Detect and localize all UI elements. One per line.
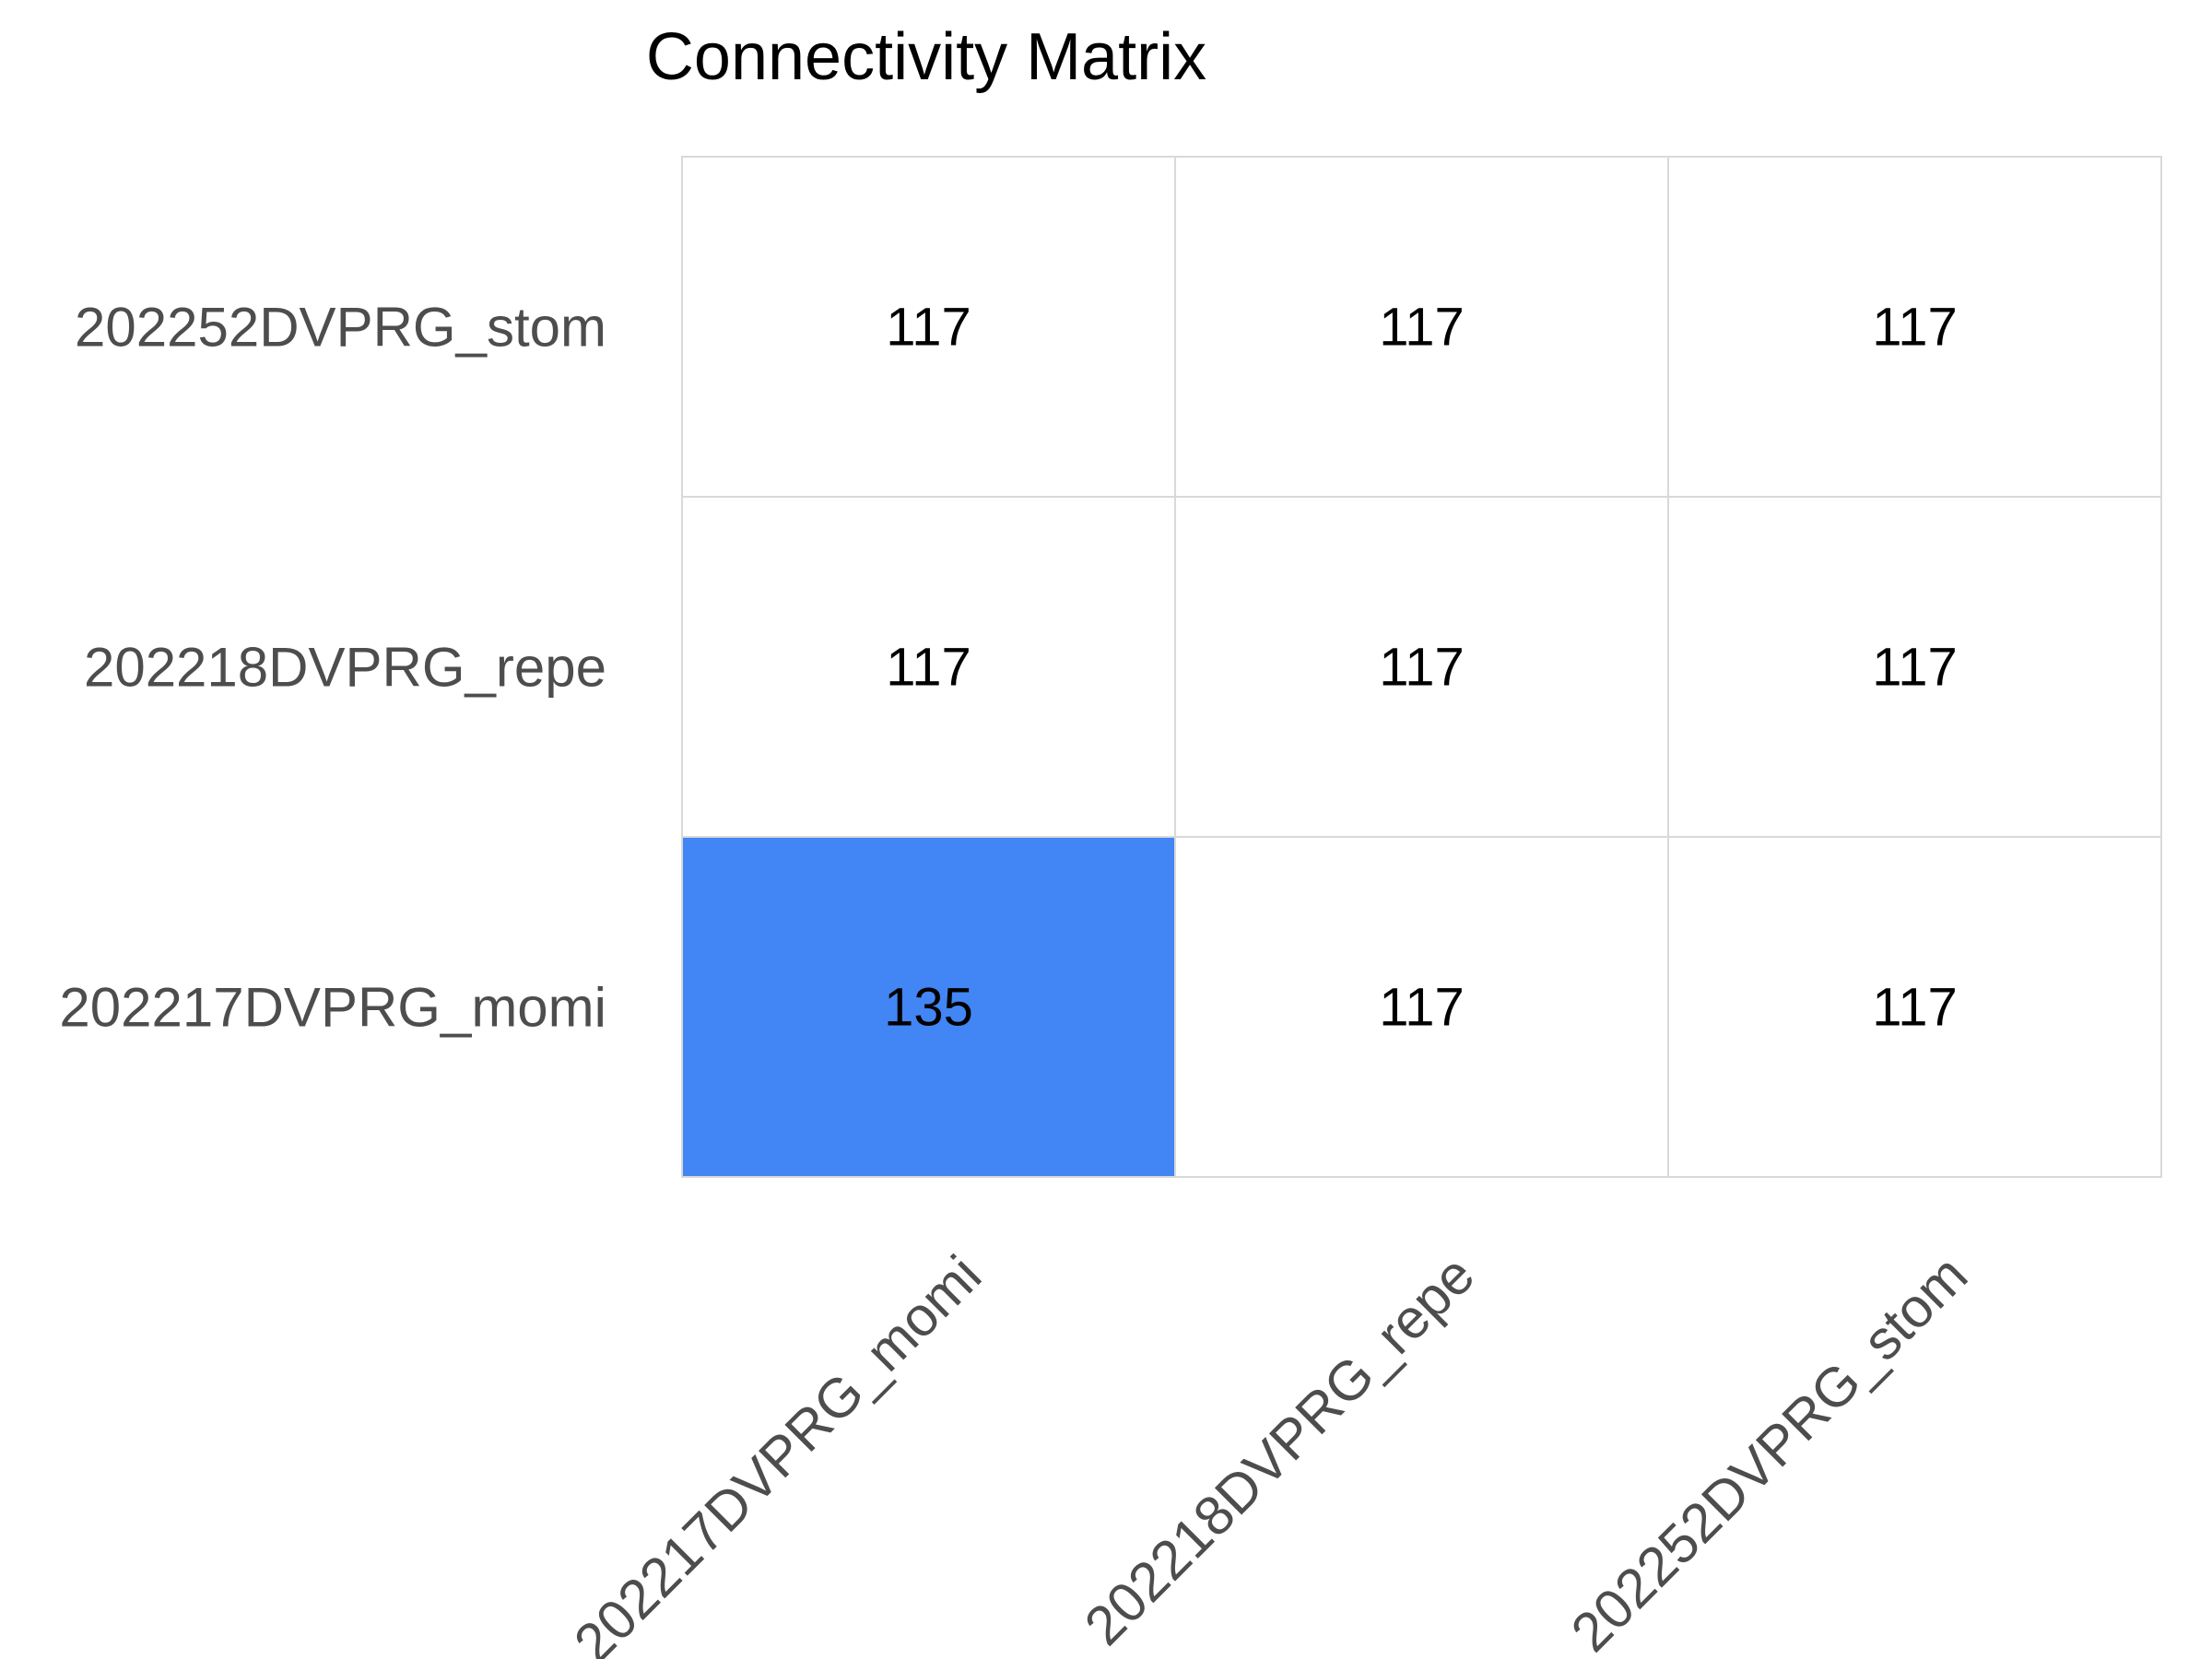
x-tick-label: 202252DVPRG_stom — [1559, 1243, 1979, 1659]
cell-value-label: 117 — [886, 638, 971, 698]
cell-value-label: 135 — [884, 978, 973, 1038]
x-axis-tick-labels: 202217DVPRG_momi 202218DVPRG_repe 202252DV… — [562, 1243, 1979, 1659]
y-tick-label: 202217DVPRG_momi — [59, 977, 606, 1039]
heatmap-cell — [681, 156, 1176, 498]
cell-value-label: 117 — [1379, 978, 1464, 1038]
cell-value-label: 117 — [1872, 638, 1957, 698]
x-tick-label: 202217DVPRG_momi — [562, 1243, 993, 1659]
cell-value-label: 117 — [1379, 638, 1464, 698]
heatmap-cell — [1667, 156, 2162, 498]
cell-value-label: 117 — [1872, 978, 1957, 1038]
heatmap-cell — [1174, 496, 1669, 838]
cell-value-label: 117 — [1872, 298, 1957, 358]
heatmap-cell — [681, 836, 1176, 1178]
heatmap-cells: 135 117 117 117 117 117 117 117 117 — [681, 156, 2162, 1178]
heatmap-cell — [1174, 156, 1669, 498]
heatmap-cell — [1174, 836, 1669, 1178]
y-axis-tick-labels: 202217DVPRG_momi 202218DVPRG_repe 202252DV… — [59, 297, 606, 1039]
cell-value-label: 117 — [886, 298, 971, 358]
cell-value-label: 117 — [1379, 298, 1464, 358]
x-tick-label: 202218DVPRG_repe — [1073, 1243, 1486, 1656]
heatmap-cell — [1667, 496, 2162, 838]
chart-title: Connectivity Matrix — [646, 20, 1206, 94]
y-tick-label: 202252DVPRG_stom — [75, 297, 606, 359]
heatmap-cell — [681, 496, 1176, 838]
y-tick-label: 202218DVPRG_repe — [84, 637, 606, 699]
